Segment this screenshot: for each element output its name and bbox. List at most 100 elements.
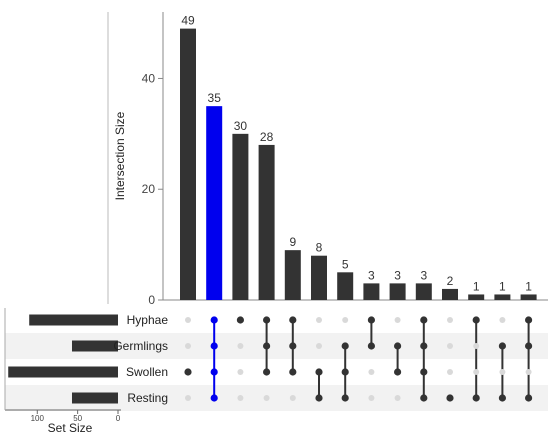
matrix-dot-inactive xyxy=(499,369,506,375)
intersection-bar xyxy=(206,106,223,301)
set-size-bars xyxy=(8,314,119,404)
bar-value-label: 3 xyxy=(420,268,427,282)
intersection-bar xyxy=(363,283,380,300)
matrix-dot-active xyxy=(289,368,297,376)
matrix-dot-active xyxy=(289,316,297,324)
matrix-dot-active xyxy=(263,316,271,324)
y-axis-ticks: 0 20 40 xyxy=(142,71,163,307)
matrix-dot-inactive xyxy=(316,317,322,323)
bar-value-label: 3 xyxy=(368,268,375,282)
matrix-dot-active xyxy=(525,316,533,324)
y-axis: Intersection Size xyxy=(107,12,548,304)
set-size-tick-label: 100 xyxy=(31,414,45,423)
matrix-dot-active xyxy=(525,342,533,350)
intersection-bar xyxy=(389,283,406,300)
matrix-dot-inactive xyxy=(394,317,401,323)
bar-value-label: 1 xyxy=(499,279,506,293)
matrix-dot-active xyxy=(420,316,428,324)
matrix-dot-active xyxy=(289,342,297,350)
set-size-tick-label: 50 xyxy=(73,414,82,423)
bar-value-label: 8 xyxy=(316,241,323,255)
y-tick-label: 20 xyxy=(142,182,156,196)
bar-value-label: 3 xyxy=(394,268,401,282)
matrix-dot-active xyxy=(367,342,375,350)
set-size-bar xyxy=(71,340,118,352)
intersection-bar xyxy=(284,250,301,300)
set-label: Resting xyxy=(127,391,168,405)
intersection-bar xyxy=(442,288,458,300)
set-size-bar xyxy=(71,392,118,404)
intersection-bar xyxy=(468,294,485,300)
set-labels: Hyphae Germlings Swollen Resting xyxy=(113,313,168,405)
matrix-stripes xyxy=(5,333,548,411)
matrix-dot-inactive xyxy=(185,395,191,401)
bar-value-label: 35 xyxy=(208,91,222,105)
y-axis-label: Intersection Size xyxy=(113,111,127,200)
matrix-dot-inactive xyxy=(237,395,244,401)
y-tick-label: 40 xyxy=(142,71,156,85)
matrix-dot-active xyxy=(210,342,218,350)
matrix-dot-inactive xyxy=(525,369,532,375)
matrix-dot-active xyxy=(210,316,218,324)
matrix-dot-active xyxy=(341,368,349,376)
matrix-dot-active xyxy=(367,316,375,324)
bar-value-label: 1 xyxy=(525,279,532,293)
bar-value-label: 2 xyxy=(447,274,454,288)
matrix-dot-active xyxy=(263,368,271,376)
intersection-bar xyxy=(415,283,432,300)
matrix-dot-inactive xyxy=(237,369,244,375)
matrix-dot-active xyxy=(315,368,323,376)
intersection-bar xyxy=(180,28,196,300)
matrix-dot-inactive xyxy=(185,317,191,323)
intersection-bar xyxy=(520,294,537,300)
matrix-dot-active xyxy=(210,368,218,376)
set-size-tick-label: 0 xyxy=(116,414,121,423)
intersection-bars: 49 35 30 28 9 8 5 3 3 3 2 1 1 1 xyxy=(180,14,537,301)
intersection-bar xyxy=(494,294,511,300)
matrix-dot-inactive xyxy=(447,317,453,323)
matrix-dot-active xyxy=(472,394,480,402)
bar-value-label: 49 xyxy=(181,14,195,28)
bar-value-label: 28 xyxy=(260,130,274,144)
matrix-dot-inactive xyxy=(394,395,401,401)
bar-value-label: 1 xyxy=(473,279,480,293)
matrix-dot-active xyxy=(341,342,349,350)
intersection-bar xyxy=(337,272,354,300)
matrix-dot-active xyxy=(236,316,244,324)
matrix-dot-inactive xyxy=(473,343,480,349)
matrix-dot-active xyxy=(263,342,271,350)
intersection-bar xyxy=(232,133,249,300)
matrix-dot-inactive xyxy=(499,317,506,323)
matrix-dot-inactive xyxy=(263,395,270,401)
matrix-dot-active xyxy=(394,342,402,350)
matrix-dot-inactive xyxy=(447,343,453,349)
matrix-dot-active xyxy=(341,394,349,402)
set-size-bar xyxy=(8,366,119,378)
matrix-dot-inactive xyxy=(342,317,349,323)
matrix-dot-inactive xyxy=(289,395,296,401)
matrix-dot-active xyxy=(420,394,428,402)
matrix-dot-inactive xyxy=(316,343,322,349)
set-size-axis: Set Size 100 50 0 xyxy=(4,308,121,435)
set-size-bar xyxy=(29,314,118,326)
matrix-dot-active xyxy=(394,368,402,376)
matrix-dot-active xyxy=(472,316,480,324)
matrix-dot-active xyxy=(184,368,192,376)
set-label: Germlings xyxy=(113,339,168,353)
bar-value-label: 9 xyxy=(289,235,296,249)
intersection-matrix xyxy=(184,316,533,402)
matrix-dot-inactive xyxy=(473,369,480,375)
matrix-dot-active xyxy=(315,394,323,402)
matrix-dot-active xyxy=(498,342,506,350)
matrix-dot-inactive xyxy=(185,343,191,349)
bar-value-label: 5 xyxy=(342,257,349,271)
matrix-dot-active xyxy=(498,394,506,402)
matrix-dot-active xyxy=(420,342,428,350)
intersection-bar xyxy=(311,255,327,300)
set-label: Hyphae xyxy=(127,313,169,327)
matrix-dot-inactive xyxy=(447,369,453,375)
matrix-dot-active xyxy=(210,394,218,402)
y-tick-label: 0 xyxy=(148,293,155,307)
set-size-label: Set Size xyxy=(48,421,93,435)
